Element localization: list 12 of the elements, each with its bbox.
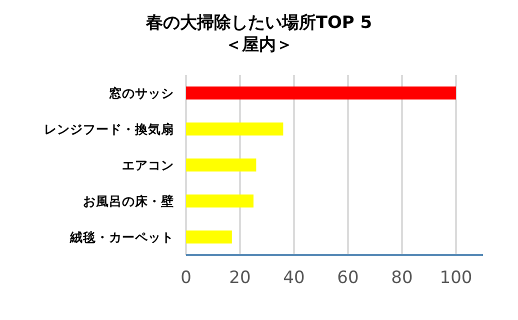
x-tick-label: 80 <box>391 268 413 288</box>
x-tick-label: 40 <box>283 268 305 288</box>
chart-title: 春の大掃除したい場所TOP 5 ＜屋内＞ <box>144 13 372 55</box>
x-tick-label: 0 <box>180 268 192 288</box>
y-tick-label: 絨毯・カーペット <box>69 230 174 244</box>
x-tick-label: 20 <box>229 268 251 288</box>
y-tick-label: お風呂の床・壁 <box>83 194 174 208</box>
y-tick-label: 窓のサッシ <box>109 86 174 100</box>
y-tick-label: エアコン <box>122 158 174 172</box>
x-tick-label: 60 <box>337 268 359 288</box>
x-tick-label: 100 <box>440 268 472 288</box>
y-tick-label: レンジフード・換気扇 <box>44 122 174 136</box>
